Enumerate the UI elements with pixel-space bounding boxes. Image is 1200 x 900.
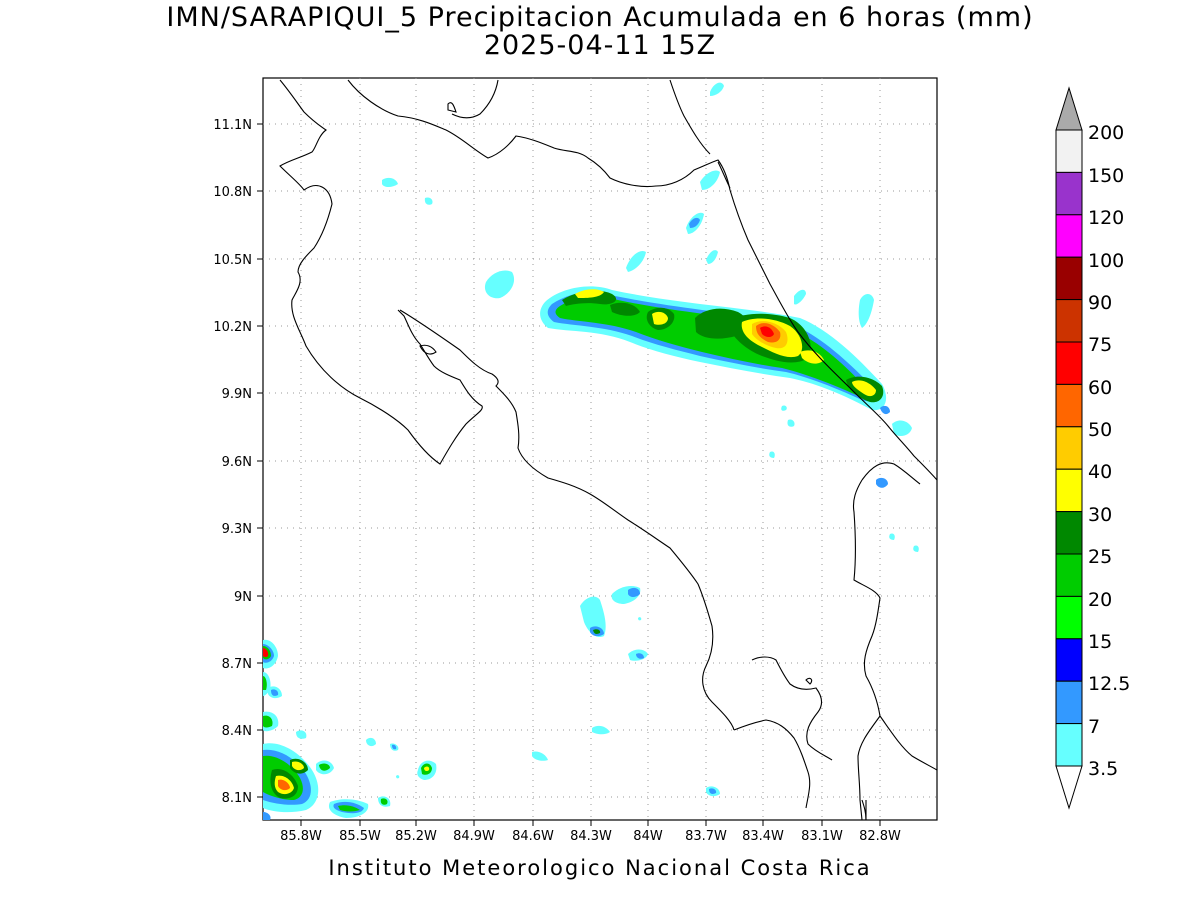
lon-label: 85.2W [395, 829, 437, 844]
colorbar-swatch [1055, 256, 1083, 301]
colorbar-label: 150 [1088, 165, 1124, 187]
colorbar-swatch [1055, 129, 1083, 173]
lat-label: 8.7N [222, 657, 252, 672]
colorbar-label: 3.5 [1088, 758, 1118, 780]
coastlines [279, 79, 937, 820]
colorbar-label: 50 [1088, 419, 1112, 441]
colorbar-swatch [1055, 680, 1083, 725]
lat-label: 10.8N [213, 185, 252, 200]
lon-label: 83.1W [801, 829, 843, 844]
colorbar: 200 150 120 100 90 75 60 50 40 30 25 20 … [1055, 86, 1130, 810]
lon-label: 85.8W [280, 829, 322, 844]
colorbar-swatch [1055, 723, 1083, 767]
axis-ticks [257, 123, 881, 826]
colorbar-swatch [1055, 638, 1083, 682]
colorbar-swatch [1055, 595, 1083, 640]
footer-credit: Instituto Meteorologico Nacional Costa R… [328, 856, 872, 880]
lon-label: 83.7W [685, 829, 727, 844]
colorbar-label: 90 [1088, 292, 1112, 314]
lat-label: 9N [234, 590, 252, 605]
colorbar-swatch [1055, 468, 1083, 513]
lon-label: 82.8W [859, 829, 901, 844]
colorbar-label: 100 [1088, 250, 1124, 272]
lon-label: 84.3W [570, 829, 612, 844]
colorbar-label: 7 [1088, 716, 1100, 738]
colorbar-swatch [1055, 171, 1083, 216]
colorbar-swatch [1055, 299, 1083, 343]
lon-label: 84.6W [512, 829, 554, 844]
lat-label: 9.6N [222, 455, 252, 470]
colorbar-label: 60 [1088, 377, 1112, 399]
lat-label: 10.5N [213, 253, 252, 268]
lat-label: 8.4N [222, 724, 252, 739]
colorbar-label: 40 [1088, 461, 1112, 483]
lat-label: 9.9N [222, 387, 252, 402]
map-datetime: 2025-04-11 15Z [483, 30, 717, 61]
colorbar-label: 75 [1088, 334, 1112, 356]
latitude-labels: 11.1N 10.8N 10.5N 10.2N 9.9N 9.6N 9.3N 9… [213, 118, 252, 806]
colorbar-swatch [1055, 553, 1083, 597]
colorbar-label: 15 [1088, 631, 1112, 653]
colorbar-swatch [1055, 426, 1083, 470]
colorbar-label: 12.5 [1088, 673, 1130, 695]
colorbar-swatch [1055, 341, 1083, 385]
lon-label: 85.5W [339, 829, 381, 844]
lon-label: 84W [633, 829, 663, 844]
colorbar-label: 20 [1088, 589, 1112, 611]
lat-label: 8.1N [222, 791, 252, 806]
colorbar-label: 200 [1088, 122, 1124, 144]
lat-label: 11.1N [213, 118, 252, 133]
plot-frame [262, 77, 938, 821]
lat-label: 10.2N [213, 320, 252, 335]
lat-label: 9.3N [222, 522, 252, 537]
colorbar-over-arrow [1055, 86, 1083, 131]
colorbar-under-arrow [1055, 765, 1083, 810]
colorbar-swatch [1055, 214, 1083, 258]
colorbar-label: 120 [1088, 207, 1124, 229]
lon-label: 83.4W [742, 829, 784, 844]
lon-label: 84.9W [453, 829, 495, 844]
precipitation-field [263, 82, 919, 820]
colorbar-label: 30 [1088, 504, 1112, 526]
colorbar-label: 25 [1088, 546, 1112, 568]
longitude-labels: 85.8W 85.5W 85.2W 84.9W 84.6W 84.3W 84W … [280, 829, 901, 844]
colorbar-swatch [1055, 383, 1083, 428]
colorbar-swatch [1055, 511, 1083, 555]
map-title: IMN/SARAPIQUI_5 Precipitacion Acumulada … [166, 2, 1034, 33]
